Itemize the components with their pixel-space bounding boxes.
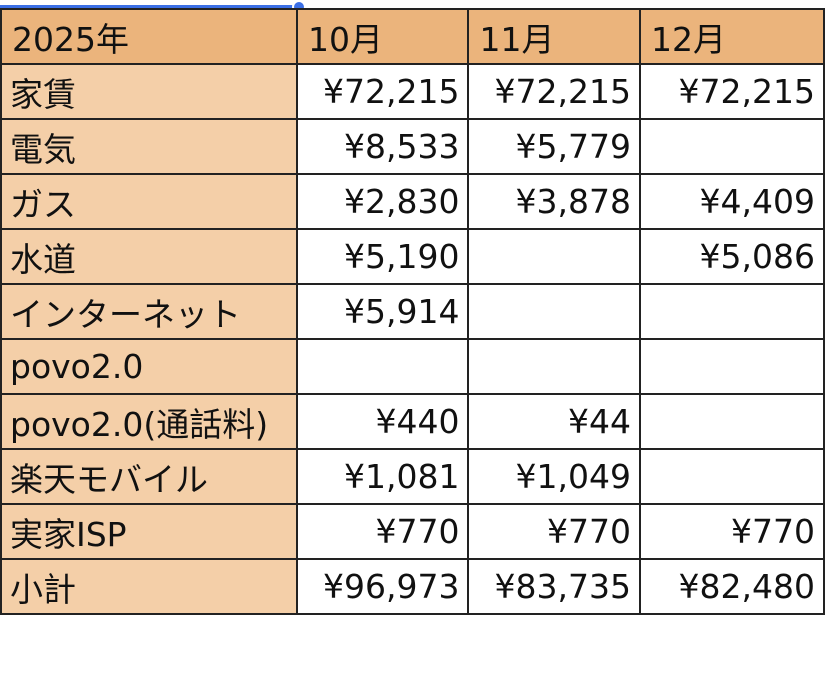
value-cell[interactable]: ¥8,533 bbox=[295, 118, 470, 175]
value-cell[interactable]: ¥5,190 bbox=[295, 228, 470, 285]
value-cell[interactable]: ¥96,973 bbox=[295, 558, 470, 615]
row-label-cell[interactable]: 小計 bbox=[0, 558, 298, 615]
value-cell[interactable]: ¥5,086 bbox=[638, 228, 825, 285]
table-row: ガス ¥2,830 ¥3,878 ¥4,409 bbox=[0, 173, 825, 230]
value-cell[interactable] bbox=[638, 393, 825, 450]
value-cell[interactable]: ¥72,215 bbox=[295, 63, 470, 120]
value-cell[interactable] bbox=[467, 283, 641, 340]
value-cell[interactable]: ¥82,480 bbox=[638, 558, 825, 615]
value-cell[interactable]: ¥5,779 bbox=[467, 118, 641, 175]
value-cell[interactable]: ¥770 bbox=[467, 503, 641, 560]
row-label-cell[interactable]: povo2.0 bbox=[0, 338, 298, 395]
table-row: 水道 ¥5,190 ¥5,086 bbox=[0, 228, 825, 285]
value-cell[interactable] bbox=[638, 283, 825, 340]
value-cell[interactable] bbox=[638, 448, 825, 505]
value-cell[interactable]: ¥3,878 bbox=[467, 173, 641, 230]
value-cell[interactable]: ¥5,914 bbox=[295, 283, 470, 340]
row-label-cell[interactable]: 家賃 bbox=[0, 63, 298, 120]
row-label-cell[interactable]: ガス bbox=[0, 173, 298, 230]
table-row: 楽天モバイル ¥1,081 ¥1,049 bbox=[0, 448, 825, 505]
row-label-cell[interactable]: 電気 bbox=[0, 118, 298, 175]
row-label-cell[interactable]: povo2.0(通話料) bbox=[0, 393, 298, 450]
value-cell[interactable]: ¥770 bbox=[295, 503, 470, 560]
row-label-cell[interactable]: 実家ISP bbox=[0, 503, 298, 560]
header-cell-nov[interactable]: 11月 bbox=[467, 8, 641, 65]
table-row: インターネット ¥5,914 bbox=[0, 283, 825, 340]
header-cell-oct[interactable]: 10月 bbox=[295, 8, 470, 65]
value-cell[interactable]: ¥44 bbox=[467, 393, 641, 450]
value-cell[interactable] bbox=[638, 118, 825, 175]
row-label-cell[interactable]: インターネット bbox=[0, 283, 298, 340]
header-cell-dec[interactable]: 12月 bbox=[638, 8, 825, 65]
value-cell[interactable]: ¥72,215 bbox=[467, 63, 641, 120]
table-row: 電気 ¥8,533 ¥5,779 bbox=[0, 118, 825, 175]
value-cell[interactable]: ¥1,049 bbox=[467, 448, 641, 505]
value-cell[interactable] bbox=[467, 228, 641, 285]
header-cell-year[interactable]: 2025年 bbox=[0, 8, 298, 65]
value-cell[interactable] bbox=[467, 338, 641, 395]
value-cell[interactable] bbox=[295, 338, 470, 395]
value-cell[interactable]: ¥440 bbox=[295, 393, 470, 450]
table-row: povo2.0(通話料) ¥440 ¥44 bbox=[0, 393, 825, 450]
value-cell[interactable]: ¥72,215 bbox=[638, 63, 825, 120]
expense-table: 2025年 10月 11月 12月 家賃 ¥72,215 ¥72,215 ¥72,21… bbox=[0, 8, 825, 615]
column-selection-indicator bbox=[0, 5, 298, 8]
value-cell[interactable]: ¥83,735 bbox=[467, 558, 641, 615]
row-label-cell[interactable]: 楽天モバイル bbox=[0, 448, 298, 505]
row-label-cell[interactable]: 水道 bbox=[0, 228, 298, 285]
value-cell[interactable]: ¥2,830 bbox=[295, 173, 470, 230]
header-row: 2025年 10月 11月 12月 bbox=[0, 8, 825, 65]
value-cell[interactable]: ¥1,081 bbox=[295, 448, 470, 505]
table-row: 実家ISP ¥770 ¥770 ¥770 bbox=[0, 503, 825, 560]
table-row: 家賃 ¥72,215 ¥72,215 ¥72,215 bbox=[0, 63, 825, 120]
value-cell[interactable] bbox=[638, 338, 825, 395]
table-row: povo2.0 bbox=[0, 338, 825, 395]
value-cell[interactable]: ¥770 bbox=[638, 503, 825, 560]
table-row: 小計 ¥96,973 ¥83,735 ¥82,480 bbox=[0, 558, 825, 615]
value-cell[interactable]: ¥4,409 bbox=[638, 173, 825, 230]
